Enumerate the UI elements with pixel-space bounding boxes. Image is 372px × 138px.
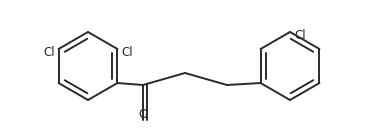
Text: Cl: Cl	[294, 29, 306, 42]
Text: O: O	[138, 108, 148, 121]
Text: Cl: Cl	[121, 46, 133, 59]
Text: Cl: Cl	[43, 46, 55, 59]
